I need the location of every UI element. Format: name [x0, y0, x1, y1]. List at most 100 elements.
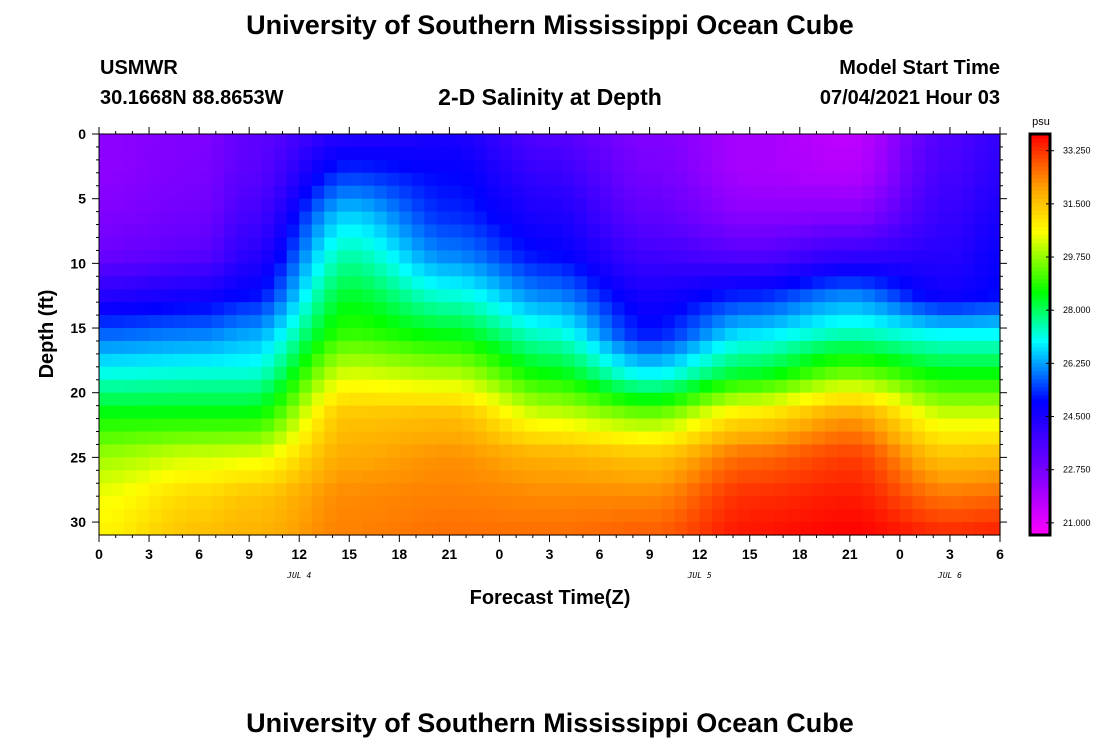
heatmap-cell	[962, 483, 976, 497]
heatmap-cell	[774, 353, 788, 368]
heatmap-cell	[937, 483, 951, 497]
heatmap-cell	[874, 509, 888, 523]
heatmap-cell	[261, 418, 275, 433]
heatmap-cell	[349, 302, 363, 316]
heatmap-cell	[774, 509, 788, 523]
heatmap-cell	[637, 289, 651, 303]
heatmap-cell	[399, 198, 413, 213]
heatmap-cell	[762, 159, 776, 174]
heatmap-cell	[874, 289, 888, 303]
heatmap-cell	[899, 392, 913, 407]
heatmap-cell	[236, 224, 250, 239]
heatmap-cell	[299, 185, 313, 200]
heatmap-cell	[899, 224, 913, 239]
heatmap-cell	[136, 431, 150, 446]
heatmap-cell	[724, 509, 738, 523]
heatmap-cell	[286, 457, 300, 471]
heatmap-cell	[199, 457, 213, 471]
heatmap-cell	[499, 198, 513, 213]
heatmap-cell	[324, 483, 338, 497]
heatmap-cell	[637, 340, 651, 355]
heatmap-cell	[336, 159, 350, 174]
heatmap-cell	[562, 418, 576, 433]
colorbar-segment	[1030, 138, 1050, 143]
heatmap-cell	[174, 224, 188, 239]
heatmap-cell	[987, 198, 1001, 213]
heatmap-cell	[149, 470, 163, 484]
heatmap-cell	[124, 431, 138, 446]
heatmap-cell	[824, 289, 838, 303]
heatmap-cell	[249, 418, 263, 433]
heatmap-cell	[511, 392, 526, 407]
heatmap-cell	[574, 496, 588, 510]
heatmap-cell	[749, 185, 763, 200]
heatmap-cell	[124, 457, 138, 471]
heatmap-cell	[236, 431, 250, 446]
heatmap-cell	[361, 198, 375, 213]
heatmap-cell	[311, 353, 325, 368]
heatmap-cell	[99, 457, 113, 471]
heatmap-cell	[912, 444, 926, 458]
heatmap-cell	[536, 392, 551, 407]
heatmap-cell	[912, 237, 926, 252]
heatmap-cell	[562, 328, 576, 342]
heatmap-cell	[549, 522, 563, 536]
heatmap-cell	[662, 211, 676, 226]
heatmap-cell	[849, 457, 863, 471]
heatmap-cell	[161, 457, 175, 471]
heatmap-cell	[149, 302, 163, 316]
heatmap-cell	[199, 392, 213, 407]
heatmap-cell	[199, 379, 213, 394]
heatmap-cell	[687, 224, 701, 239]
heatmap-cell	[824, 379, 838, 394]
heatmap-cell	[799, 328, 813, 342]
heatmap-cell	[937, 418, 951, 433]
heatmap-cell	[699, 353, 713, 368]
heatmap-cell	[887, 457, 901, 471]
heatmap-cell	[149, 224, 163, 239]
heatmap-cell	[486, 418, 501, 433]
heatmap-cell	[174, 302, 188, 316]
heatmap-cell	[549, 444, 563, 458]
heatmap-cell	[612, 366, 626, 381]
heatmap-cell	[99, 509, 113, 523]
heatmap-cell	[749, 444, 763, 458]
heatmap-cell	[562, 522, 576, 536]
heatmap-cell	[762, 172, 776, 187]
heatmap-cell	[349, 353, 363, 368]
heatmap-cell	[912, 263, 926, 277]
heatmap-cell	[687, 250, 701, 264]
heatmap-cell	[324, 405, 338, 420]
heatmap-cell	[386, 444, 400, 458]
heatmap-cell	[587, 522, 601, 536]
heatmap-cell	[424, 185, 438, 200]
heatmap-cell	[449, 315, 463, 329]
heatmap-cell	[424, 276, 438, 290]
heatmap-cell	[411, 340, 425, 355]
heatmap-cell	[386, 289, 400, 303]
heatmap-cell	[699, 198, 713, 213]
heatmap-cell	[649, 237, 663, 252]
heatmap-cell	[236, 392, 250, 407]
heatmap-cell	[799, 250, 813, 264]
heatmap-cell	[261, 146, 275, 161]
heatmap-cell	[361, 457, 375, 471]
heatmap-cell	[486, 237, 501, 252]
heatmap-cell	[712, 509, 726, 523]
heatmap-cell	[949, 146, 964, 161]
heatmap-cell	[674, 263, 688, 277]
heatmap-cell	[674, 457, 688, 471]
heatmap-cell	[511, 353, 526, 368]
heatmap-cell	[762, 366, 776, 381]
heatmap-cell	[937, 134, 951, 148]
heatmap-cell	[874, 379, 888, 394]
heatmap-cell	[662, 198, 676, 213]
heatmap-cell	[899, 522, 913, 536]
heatmap-cell	[649, 224, 663, 239]
heatmap-cell	[724, 276, 738, 290]
heatmap-cell	[99, 366, 113, 381]
heatmap-cell	[562, 159, 576, 174]
heatmap-cell	[411, 418, 425, 433]
colorbar-segment	[1030, 166, 1050, 171]
heatmap-cell	[899, 134, 913, 148]
